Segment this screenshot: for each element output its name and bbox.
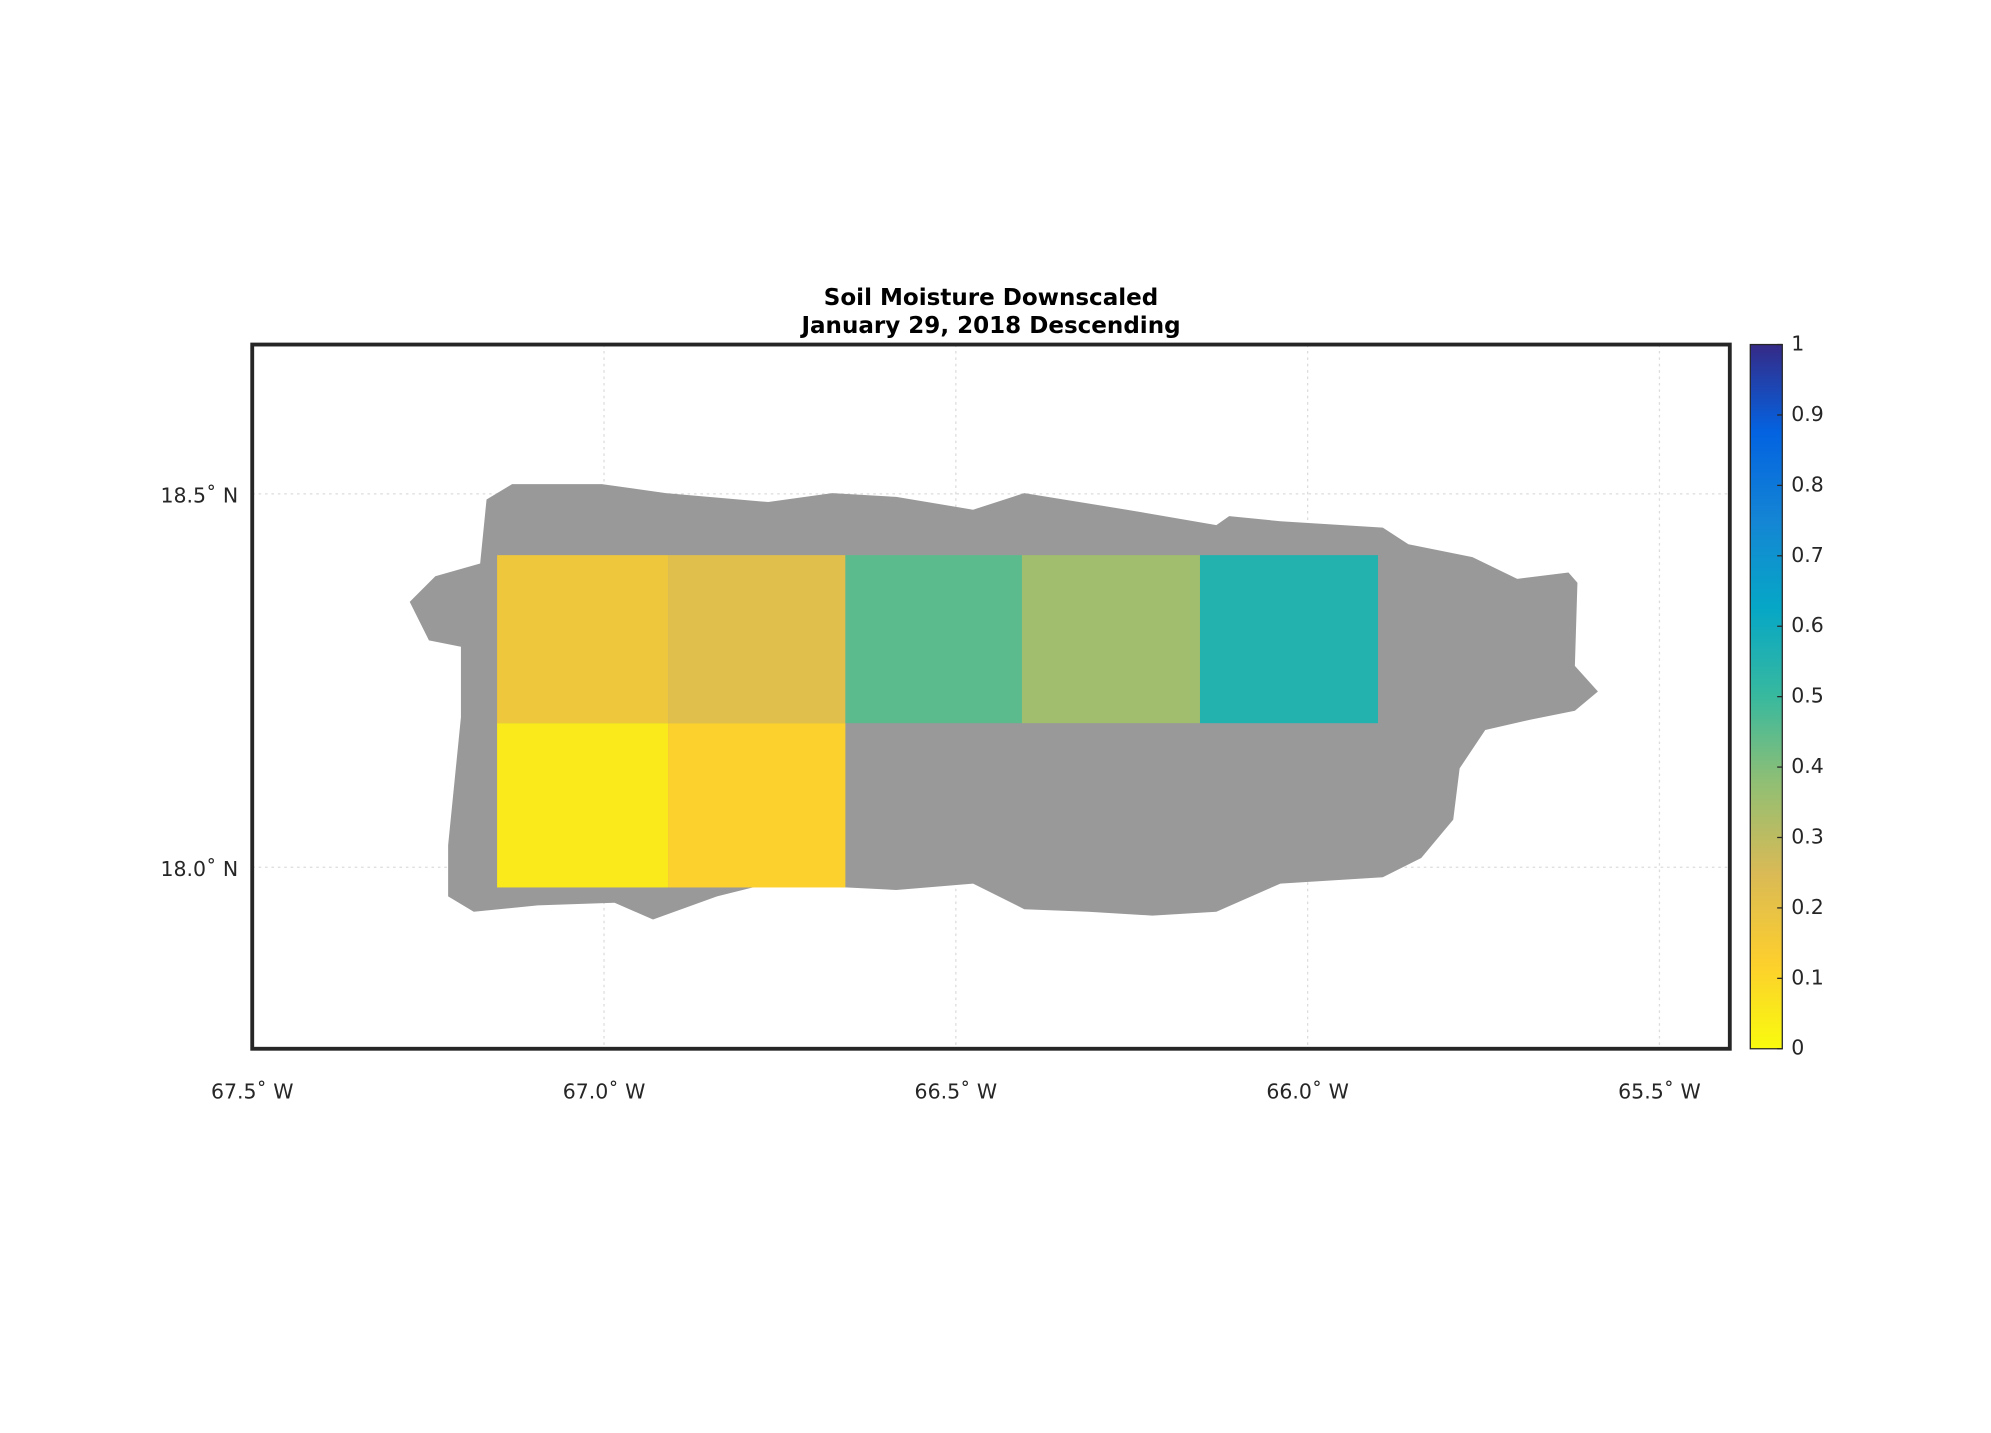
colorbar-tick-label: 0.5 <box>1791 684 1824 708</box>
data-tile <box>497 723 669 888</box>
labels: 67.5˚ W 67.0˚ W 66.5˚ W 66.0˚ W 65.5˚ W 18.0˚… <box>161 332 1824 1104</box>
colorbar-tick-label: 0.9 <box>1791 402 1824 426</box>
axes-box <box>250 342 1732 1051</box>
colorbar-tick-label: 0 <box>1791 1036 1804 1060</box>
colorbar-tick-label: 0.3 <box>1791 824 1824 848</box>
data-tile <box>1199 555 1378 724</box>
colorbar-tick-label: 1 <box>1791 332 1804 356</box>
data-tile <box>1021 555 1200 724</box>
x-tick-label: 65.5˚ W <box>1618 1079 1701 1103</box>
tiles <box>497 555 1378 888</box>
data-tile <box>845 555 1022 724</box>
x-tick-label: 66.0˚ W <box>1266 1079 1349 1103</box>
x-tick-label: 67.0˚ W <box>563 1079 646 1103</box>
chart-title: Soil Moisture Downscaled <box>824 285 1158 311</box>
y-tick-label: 18.5˚ N <box>161 483 239 507</box>
data-tile <box>668 723 846 888</box>
colorbar <box>1749 343 1783 1050</box>
colorbar-tick-label: 0.8 <box>1791 472 1824 496</box>
colorbar-tick-label: 0.6 <box>1791 613 1824 637</box>
colorbar-tick-label: 0.7 <box>1791 543 1824 567</box>
x-tick-label: 66.5˚ W <box>915 1079 998 1103</box>
data-tile <box>668 555 846 724</box>
colorbar-tick-label: 0.1 <box>1791 965 1824 989</box>
y-tick-label: 18.0˚ N <box>161 857 239 881</box>
x-tick-label: 67.5˚ W <box>211 1079 294 1103</box>
data-tile <box>497 555 669 724</box>
colorbar-tick-label: 0.4 <box>1791 754 1824 778</box>
colorbar-tick-label: 0.2 <box>1791 895 1824 919</box>
chart-subtitle: January 29, 2018 Descending <box>799 313 1180 339</box>
